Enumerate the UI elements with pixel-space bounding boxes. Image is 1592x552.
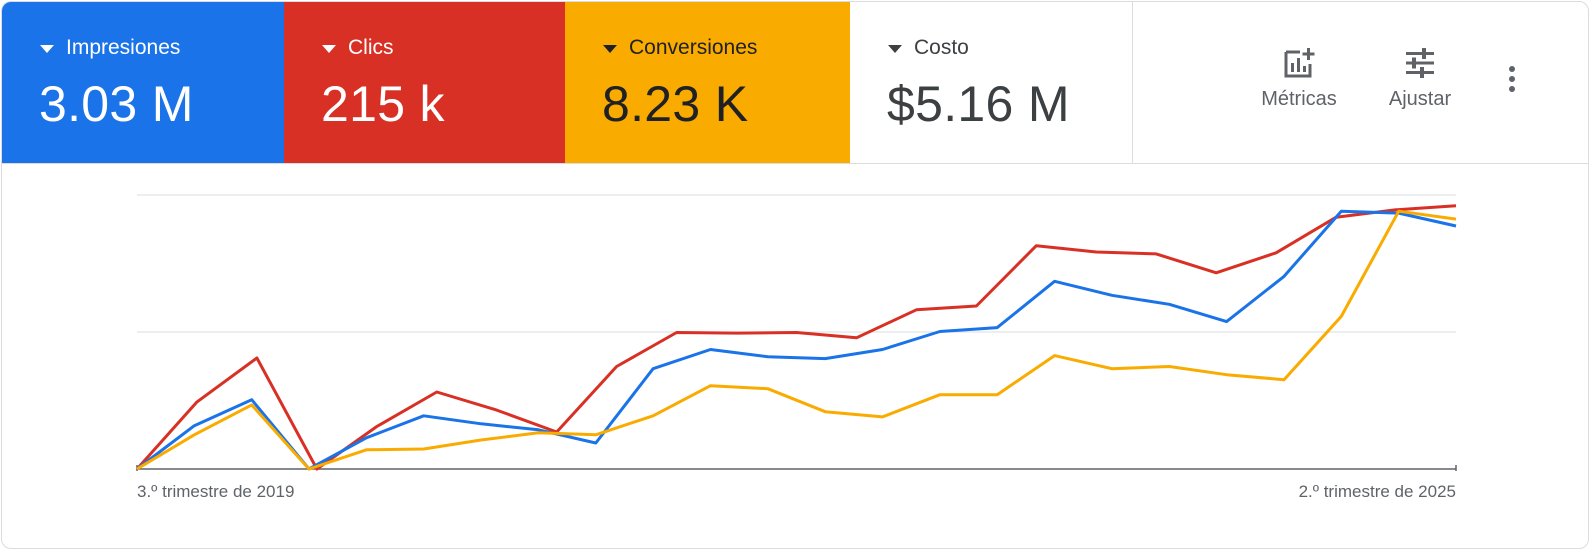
metric-value: 8.23 K bbox=[602, 76, 749, 132]
metric-value: $5.16 M bbox=[887, 76, 1070, 132]
metricas-label: Métricas bbox=[1261, 88, 1337, 110]
tune-sliders-icon bbox=[1406, 48, 1434, 78]
dropdown-caret-icon[interactable] bbox=[888, 44, 902, 53]
dropdown-caret-icon[interactable] bbox=[322, 44, 336, 53]
metric-label: Impresiones bbox=[66, 36, 181, 59]
metric-tile-impresiones[interactable]: Impresiones 3.03 M bbox=[2, 2, 284, 163]
chart-toolbar: Métricas Ajustar bbox=[1133, 2, 1588, 163]
metric-tile-conversiones[interactable]: Conversiones 8.23 K bbox=[565, 2, 850, 163]
metric-value: 3.03 M bbox=[39, 76, 194, 132]
bar-chart-add-icon bbox=[1284, 48, 1315, 78]
ajustar-label: Ajustar bbox=[1388, 88, 1452, 110]
series-line-clics bbox=[135, 204, 1457, 471]
more-vert-icon[interactable] bbox=[1506, 66, 1518, 100]
metric-label: Clics bbox=[348, 36, 394, 59]
metric-header: Conversiones bbox=[603, 36, 757, 60]
series-line-impresiones bbox=[136, 209, 1457, 471]
metric-tile-clics[interactable]: Clics 215 k bbox=[284, 2, 565, 163]
series-line-conversiones bbox=[136, 209, 1457, 471]
series-layer bbox=[135, 204, 1457, 471]
metric-tile-costo[interactable]: Costo $5.16 M bbox=[850, 2, 1133, 163]
metric-header: Impresiones bbox=[40, 36, 180, 60]
dropdown-caret-icon[interactable] bbox=[603, 44, 617, 53]
x-axis-label-end: 2.º trimestre de 2025 bbox=[1299, 482, 1456, 501]
ajustar-button[interactable]: Ajustar bbox=[1379, 46, 1461, 111]
metricas-button[interactable]: Métricas bbox=[1253, 46, 1345, 111]
metric-tiles: Impresiones 3.03 M Clics 215 k Conversio… bbox=[2, 2, 1588, 164]
metric-header: Costo bbox=[888, 36, 969, 60]
dropdown-caret-icon[interactable] bbox=[40, 44, 54, 53]
metric-label: Costo bbox=[914, 36, 969, 59]
performance-line-chart: 3.º trimestre de 2019 2.º trimestre de 2… bbox=[135, 194, 1457, 501]
x-axis-label-start: 3.º trimestre de 2019 bbox=[137, 482, 294, 501]
metric-label: Conversiones bbox=[629, 36, 758, 59]
metric-header: Clics bbox=[322, 36, 394, 60]
metric-value: 215 k bbox=[321, 76, 445, 132]
